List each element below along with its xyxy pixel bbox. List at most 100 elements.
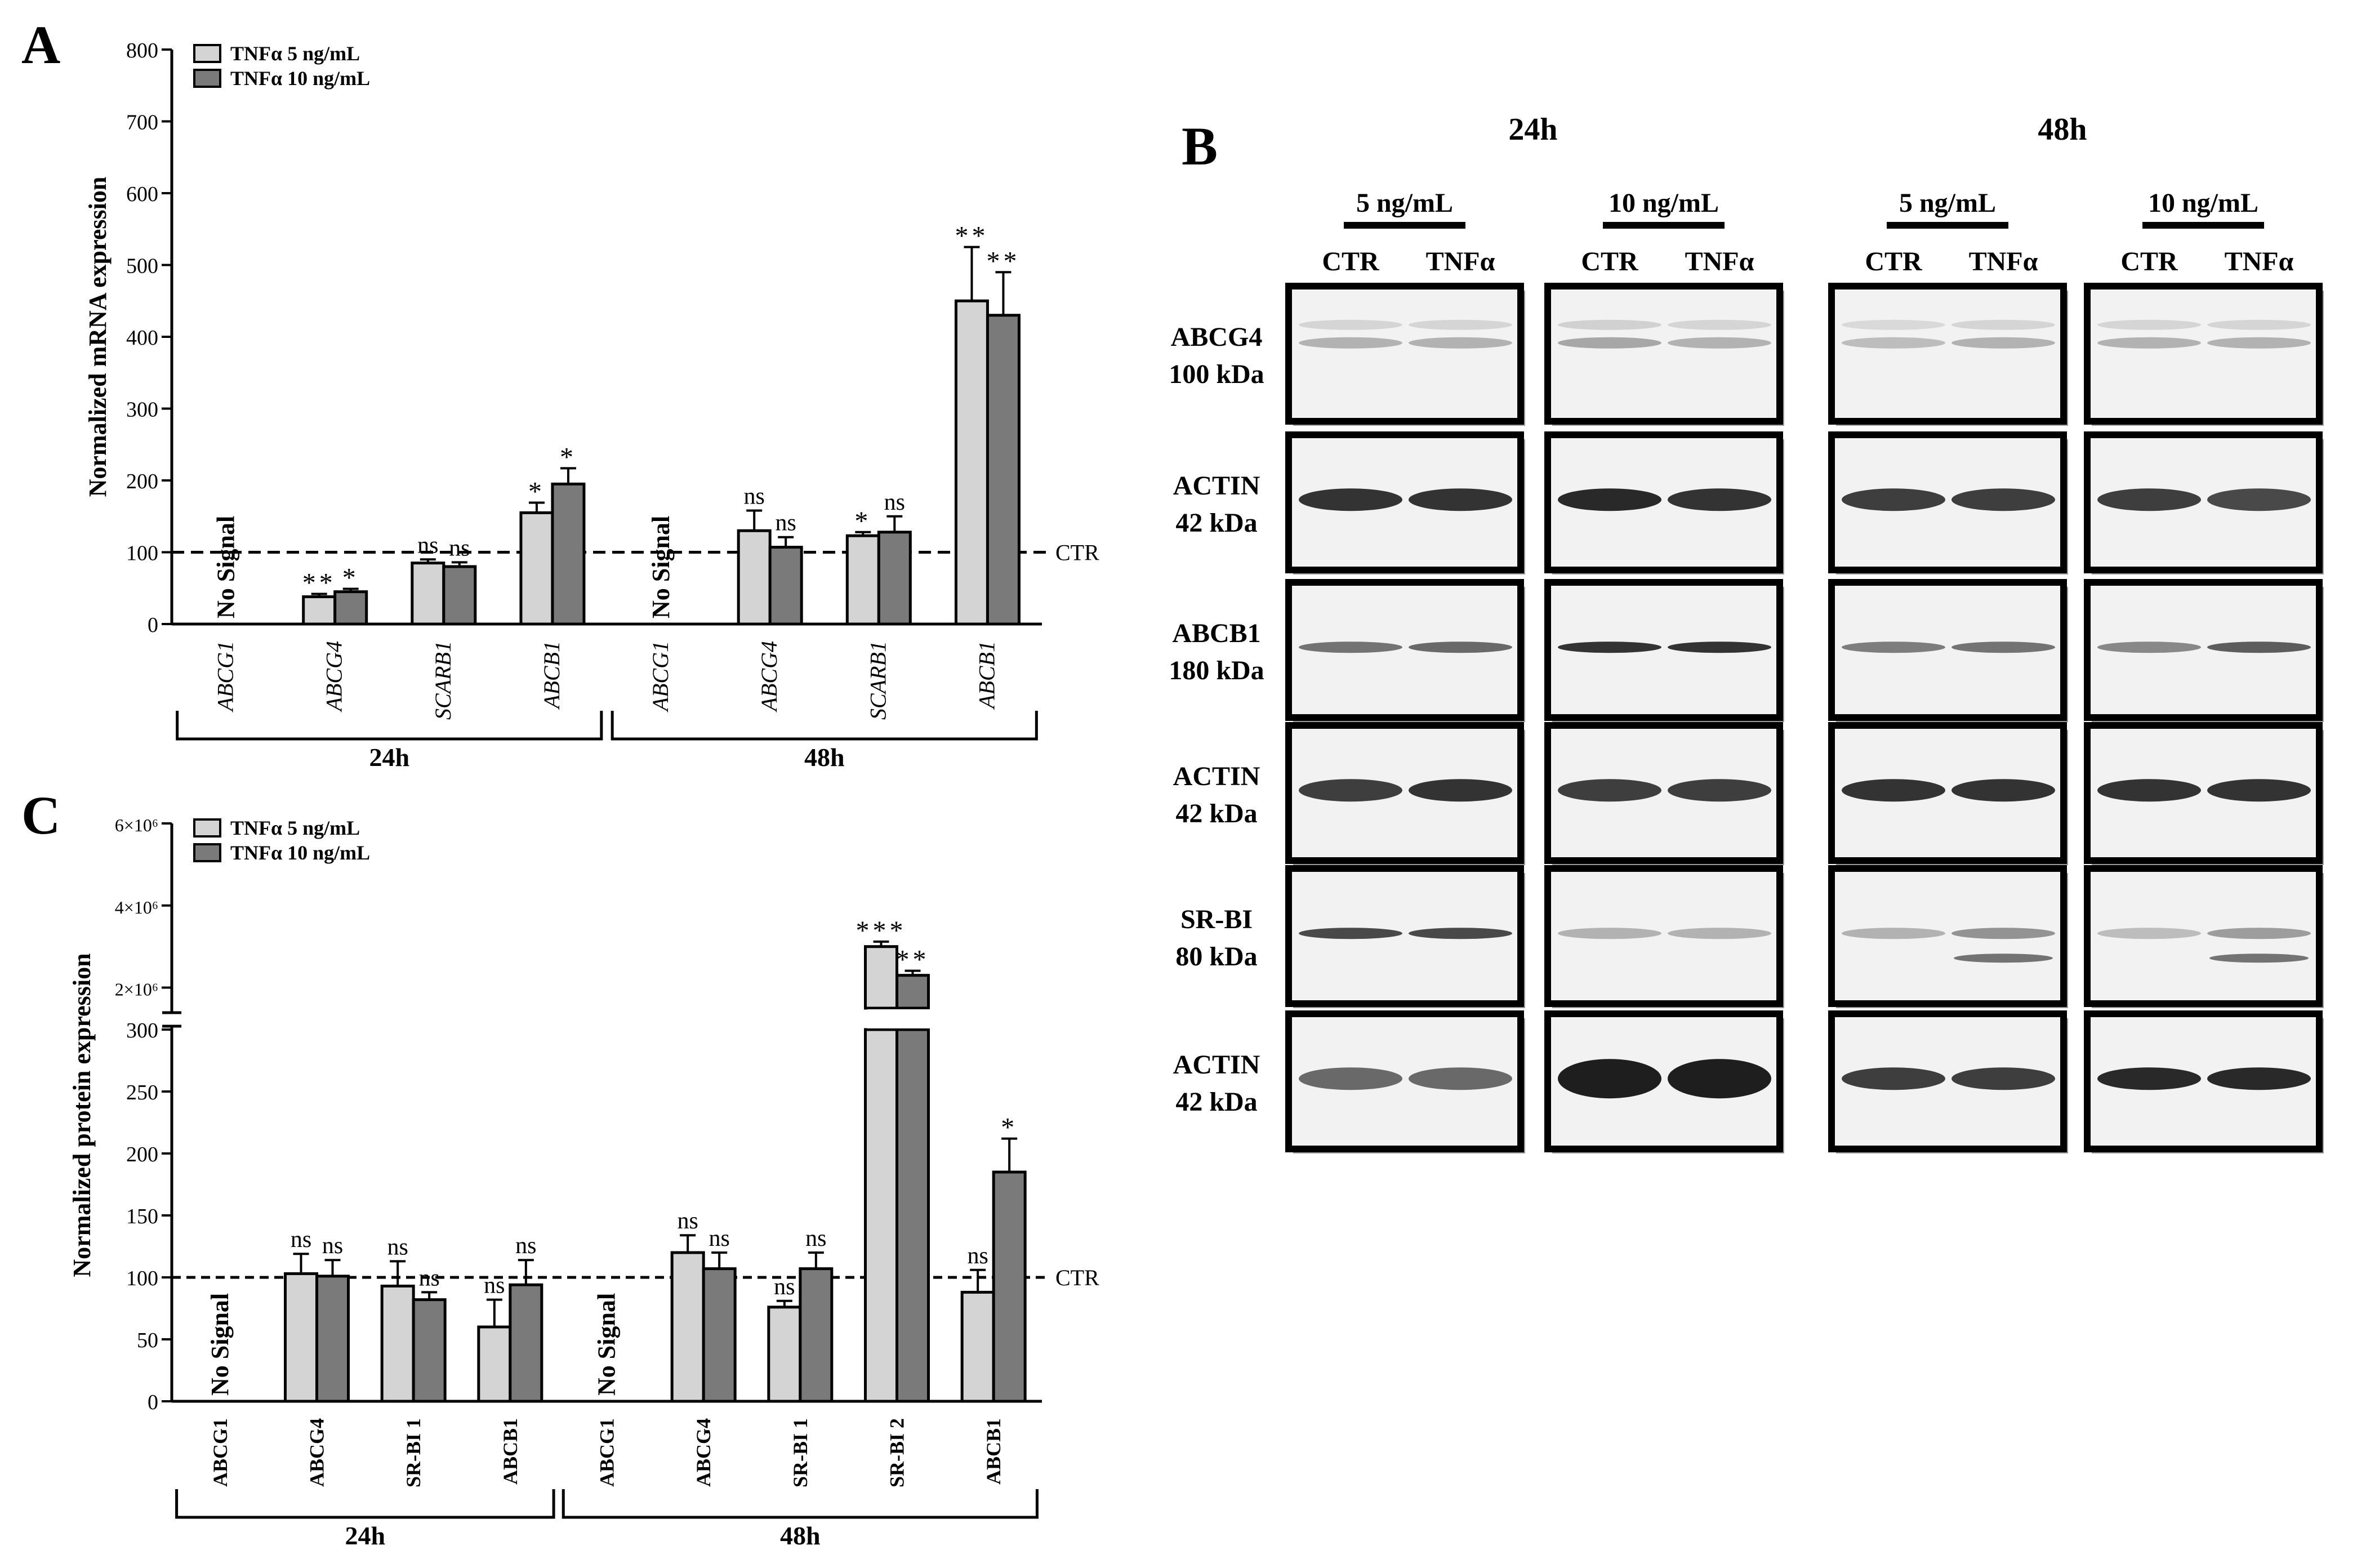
significance-label: * — [560, 442, 577, 472]
blot-frame — [1828, 865, 2067, 1007]
y-tick-label: 200 — [126, 1143, 158, 1166]
lane-label: TNFα — [1426, 247, 1495, 277]
significance-label: ns — [805, 1226, 826, 1251]
panel-label-c: C — [21, 785, 60, 845]
western-blot-panel: 24h 48h 5 ng/mL CTR TNFα 10 ng/mL CTR TNFα 5 ng/… — [1169, 112, 2324, 1153]
significance-label: ns — [387, 1234, 408, 1260]
category-label: ABCB1 — [982, 1418, 1005, 1485]
bar — [799, 1267, 834, 1403]
blot-frame — [1544, 865, 1783, 1007]
protein-band — [1951, 488, 2055, 511]
protein-band — [1842, 319, 1945, 330]
category-label: ABCG4 — [322, 641, 347, 712]
lane-label: CTR — [1581, 247, 1639, 277]
category-label: ABCB1 — [499, 1418, 522, 1485]
axis-break-gap — [158, 1012, 186, 1027]
no-signal-label: No Signal — [212, 516, 240, 618]
lane-label: TNFα — [2225, 247, 2294, 277]
concentration-label: 10 ng/mL — [2148, 188, 2258, 218]
legend-entry: TNFα 5 ng/mL — [230, 42, 360, 65]
protein-size: 100 kDa — [1169, 359, 1264, 389]
category-label: ABCG4 — [306, 1418, 328, 1487]
significance-label: ns — [449, 535, 470, 561]
significance-label: ** — [896, 945, 930, 975]
protein-band — [1842, 488, 1945, 511]
protein-band — [1558, 779, 1661, 802]
bar — [477, 1325, 512, 1403]
bar-break-gap — [867, 1009, 941, 1028]
significance-label: ns — [291, 1227, 311, 1253]
y-tick-label: 100 — [126, 542, 158, 565]
protein-band — [1558, 928, 1661, 939]
protein-band — [1951, 1067, 2055, 1090]
y-tick-label: 500 — [126, 255, 158, 278]
significance-label: ns — [744, 484, 765, 510]
y-tick-label: 0 — [148, 613, 158, 637]
y-tick-label: 2×10⁶ — [115, 979, 158, 1000]
blot-frame — [2084, 865, 2323, 1007]
protein-band — [1299, 642, 1402, 653]
protein-band — [1409, 642, 1512, 653]
significance-label: ** — [302, 568, 336, 598]
lane-label: CTR — [2120, 247, 2178, 277]
legend-entry: TNFα 5 ng/mL — [230, 817, 360, 839]
blot-frame — [1285, 283, 1524, 425]
bar — [737, 529, 772, 626]
time-header: 48h — [2038, 112, 2087, 147]
protein-band — [1951, 928, 2055, 939]
panel-label-a: A — [21, 15, 60, 75]
protein-band — [2097, 642, 2201, 653]
concentration-label: 10 ng/mL — [1609, 188, 1719, 218]
legend-swatch — [193, 69, 221, 88]
protein-band — [1842, 779, 1945, 802]
category-label: SR-BI 2 — [886, 1418, 908, 1487]
blot-frame — [1544, 283, 1783, 425]
protein-band — [1842, 642, 1945, 653]
y-tick-label: 0 — [148, 1391, 158, 1414]
significance-label: * — [1001, 1113, 1018, 1143]
y-tick-label: 600 — [126, 182, 158, 206]
protein-size: 180 kDa — [1169, 656, 1264, 685]
bar — [767, 1306, 802, 1403]
significance-label: ns — [967, 1243, 988, 1269]
protein-band — [1409, 488, 1512, 511]
concentration-label: 5 ng/mL — [1899, 188, 1996, 218]
protein-band — [1299, 928, 1402, 939]
protein-band — [2209, 954, 2309, 963]
significance-label: ns — [484, 1273, 505, 1299]
bar — [284, 1272, 318, 1403]
legend-entry: TNFα 10 ng/mL — [230, 67, 370, 90]
protein-band — [2207, 319, 2311, 330]
protein-band — [1409, 1067, 1512, 1090]
bar — [768, 546, 803, 626]
y-tick-label: 100 — [126, 1267, 158, 1290]
protein-band — [2097, 779, 2201, 802]
protein-band — [2097, 319, 2201, 330]
lane-label: CTR — [1322, 247, 1380, 277]
legend-swatch — [193, 44, 221, 63]
bar — [442, 565, 477, 626]
group-bracket — [176, 711, 603, 741]
bar — [551, 482, 586, 626]
protein-band — [1951, 337, 2055, 349]
no-signal-label: No Signal — [206, 1293, 234, 1396]
category-label: ABCB1 — [539, 641, 564, 710]
protein-size: 42 kDa — [1175, 799, 1257, 828]
protein-band — [1558, 488, 1661, 511]
protein-band — [1951, 779, 2055, 802]
ctr-label: CTR — [1055, 1265, 1099, 1290]
bar — [702, 1267, 737, 1403]
y-tick-label: 700 — [126, 111, 158, 135]
bar — [380, 1284, 415, 1403]
significance-label: ns — [417, 532, 438, 558]
significance-label: ns — [418, 1265, 439, 1291]
group-label: 48h — [804, 743, 845, 772]
lane-label: TNFα — [1685, 247, 1754, 277]
protein-band — [1409, 779, 1512, 802]
chart-c: 0 50 100 150 200 250 300 2×10⁶ 4×10⁶ 6×10⁶ CTR ABCG… — [68, 815, 1099, 1550]
protein-band — [1668, 319, 1771, 330]
protein-band — [1409, 928, 1512, 939]
y-tick-label: 300 — [126, 398, 158, 422]
bar — [412, 1298, 447, 1403]
